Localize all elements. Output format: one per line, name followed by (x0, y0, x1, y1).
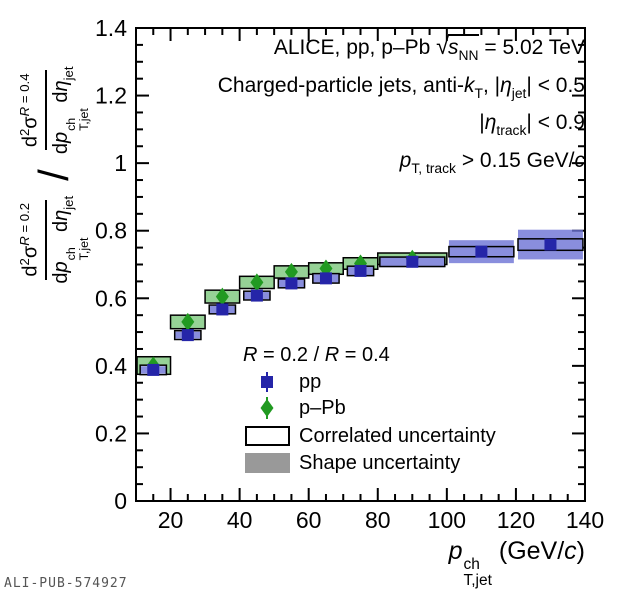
correlated-uncertainty-swatch (244, 426, 290, 446)
legend-item-correlated: Correlated uncertainty (243, 424, 496, 448)
x-tick-label: 120 (497, 507, 535, 533)
pp-marker (354, 264, 367, 277)
y-tick-label: 0.6 (95, 285, 127, 311)
y-tick-label: 0 (114, 488, 127, 514)
y-label-fraction-r02: d2σR = 0.2 dp ch T,jet dηjet (16, 193, 92, 287)
pp-marker (216, 303, 229, 316)
pp-marker (250, 289, 263, 302)
y-tick-label: 1 (114, 150, 127, 176)
legend-label-shape: Shape uncertainty (299, 451, 461, 474)
x-tick-label: 100 (428, 507, 466, 533)
plot-annotations: ALICE, pp, p–Pb √sNN = 5.02 TeV Charged-… (105, 32, 585, 184)
p-pb-marker (181, 312, 195, 331)
legend: R = 0.2 / R = 0.4 pp p–Pb Correlated unc… (243, 344, 588, 484)
fraction-numerator: d2σR = 0.4 (16, 70, 48, 151)
y-tick-label: 0.2 (95, 420, 127, 446)
pp-marker (406, 255, 419, 268)
annotation-line-jets: Charged-particle jets, anti-kT, |ηjet| <… (217, 73, 585, 101)
y-axis-label: d2σR = 0.2 dp ch T,jet dηjet / d2σR = 0.4 … (6, 30, 102, 320)
pp-marker (147, 363, 160, 376)
x-tick-label: 20 (158, 507, 184, 533)
legend-item-shape: Shape uncertainty (243, 451, 460, 475)
y-tick-label: 0.4 (95, 353, 127, 379)
fraction-denominator: dp ch T,jet dηjet (50, 195, 92, 284)
ratio-slash: / (30, 169, 77, 181)
annotation-line-pt-track: pT, track > 0.15 GeV/c (399, 149, 585, 177)
x-axis-label: p ch T,jet (GeV/c) (448, 537, 585, 590)
p-pb-marker (250, 273, 264, 292)
y-tick-label: 0.8 (95, 218, 127, 244)
x-tick-label: 140 (566, 507, 604, 533)
pp-marker (475, 245, 488, 258)
pp-marker (319, 272, 332, 285)
legend-label-correlated: Correlated uncertainty (299, 424, 496, 447)
x-tick-label: 60 (296, 507, 322, 533)
annotation-line-eta-track: |ηtrack| < 0.9 (479, 111, 585, 139)
fraction-denominator: dp ch T,jet dηjet (50, 66, 92, 155)
legend-item-pp: pp (243, 370, 321, 394)
p-pb-marker (215, 287, 229, 306)
legend-header: R = 0.2 / R = 0.4 (243, 344, 390, 366)
fraction-numerator: d2σR = 0.2 (16, 199, 48, 280)
pp-marker (285, 277, 298, 290)
sqrt-symbol: √ (436, 33, 450, 59)
x-tick-label: 80 (365, 507, 391, 533)
x-tick-label: 40 (227, 507, 253, 533)
pp-marker-icon (243, 370, 291, 394)
y-label-fraction-r04: d2σR = 0.4 dp ch T,jet dηjet (16, 63, 92, 157)
annotation-line-collision-system: ALICE, pp, p–Pb √sNN = 5.02 TeV (273, 33, 585, 64)
shape-uncertainty-swatch (244, 453, 290, 473)
legend-label-pp: pp (299, 370, 322, 393)
legend-item-ppb: p–Pb (243, 396, 346, 420)
p-pb-marker (284, 262, 298, 281)
legend-label-ppb: p–Pb (299, 396, 346, 419)
pp-marker (181, 329, 194, 342)
pp-marker (544, 238, 557, 251)
p-pb-marker-icon (243, 396, 291, 420)
figure-id: ALI-PUB-574927 (4, 576, 128, 591)
y-tick-label: 1.2 (95, 83, 127, 109)
y-tick-label: 1.4 (95, 15, 127, 41)
